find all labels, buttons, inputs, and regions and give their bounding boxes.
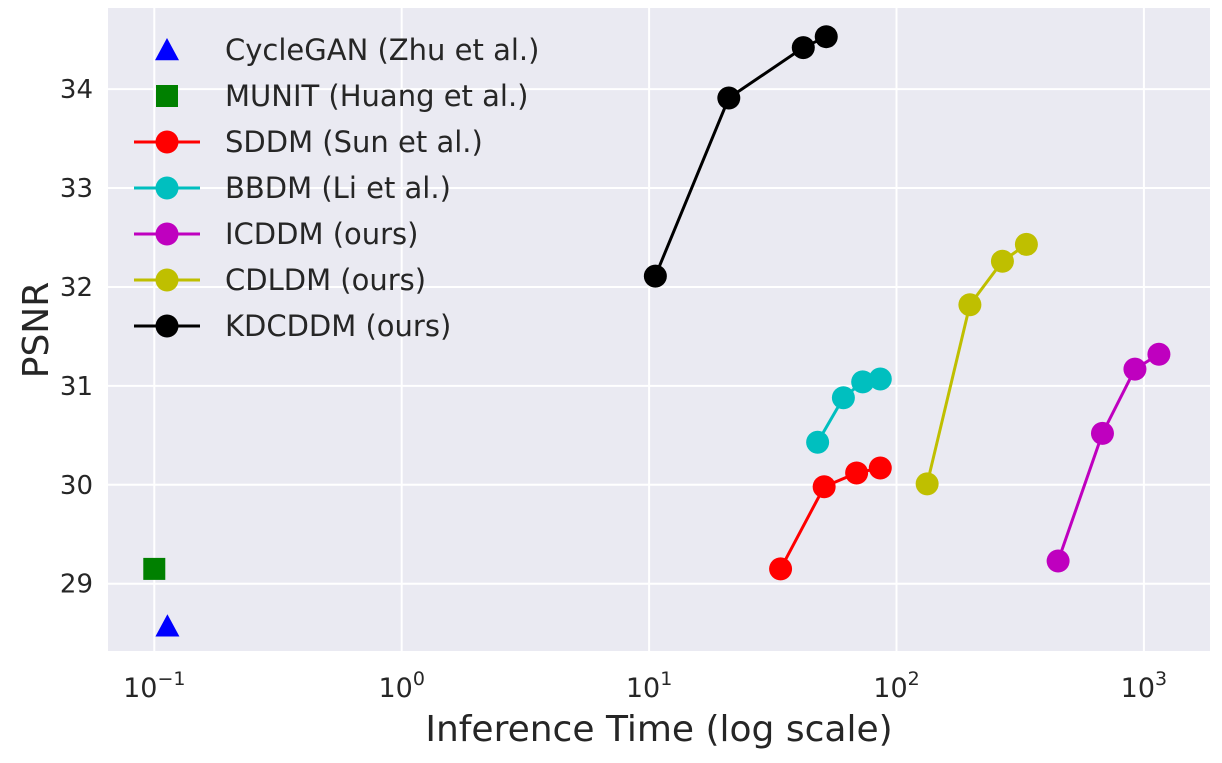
data-point — [143, 557, 166, 580]
x-tick-label: 100 — [378, 668, 424, 704]
x-tick-base: 10 — [378, 673, 412, 704]
series-group — [155, 614, 180, 637]
data-point — [717, 86, 741, 110]
x-tick-base: 10 — [1121, 673, 1155, 704]
legend-marker — [155, 130, 179, 154]
legend-label: BBDM (Li et al.) — [225, 171, 451, 205]
legend-label: KDCDDM (ours) — [225, 309, 451, 343]
x-tick-label: 103 — [1121, 668, 1167, 704]
data-point — [812, 475, 836, 499]
data-point — [958, 293, 982, 317]
data-point — [643, 264, 667, 288]
legend: CycleGAN (Zhu et al.) MUNIT (Huang et al.… — [134, 33, 539, 343]
plot-background — [108, 8, 1210, 651]
series-group — [806, 367, 892, 454]
data-point — [868, 367, 892, 391]
series-group — [915, 232, 1038, 496]
x-axis-label: Inference Time (log scale) — [425, 709, 892, 750]
x-tick-label: 102 — [873, 668, 919, 704]
series-group — [643, 25, 838, 288]
legend-marker — [156, 85, 178, 107]
series-line — [925, 243, 1028, 485]
x-tick-exponent: 2 — [908, 668, 920, 690]
series-line — [779, 466, 881, 570]
data-point — [1014, 232, 1038, 256]
series-group — [143, 557, 166, 580]
legend-item: SDDM (Sun et al.) — [134, 125, 483, 159]
data-point — [1147, 342, 1171, 366]
series-line — [1056, 352, 1160, 562]
data-point — [1046, 549, 1070, 573]
data-point — [1090, 421, 1114, 445]
data-point — [845, 461, 869, 485]
data-point — [1123, 357, 1147, 381]
legend-label: CDLDM (ours) — [225, 263, 426, 297]
legend-marker — [155, 222, 179, 246]
x-tick-exponent: 3 — [1155, 668, 1167, 690]
y-tick-label: 34 — [60, 75, 93, 105]
x-tick-exponent: 1 — [660, 668, 672, 690]
x-tick-label: 10−1 — [123, 668, 185, 704]
data-point — [831, 386, 855, 410]
data-point — [155, 614, 180, 637]
x-tick-base: 10 — [873, 673, 907, 704]
legend-item: KDCDDM (ours) — [134, 309, 451, 343]
series-layer — [143, 25, 1171, 637]
legend-label: MUNIT (Huang et al.) — [225, 79, 529, 113]
series-group — [769, 456, 892, 581]
y-tick-label: 30 — [60, 471, 93, 501]
x-tick-exponent: −1 — [157, 668, 185, 690]
data-point — [814, 25, 838, 49]
legend-item: CDLDM (ours) — [134, 263, 426, 297]
legend-item: BBDM (Li et al.) — [134, 171, 451, 205]
legend-item: MUNIT (Huang et al.) — [156, 79, 529, 113]
data-point — [851, 370, 875, 394]
series-line — [653, 35, 827, 277]
legend-item: CycleGAN (Zhu et al.) — [155, 33, 539, 67]
data-point — [806, 430, 830, 454]
data-point — [868, 456, 892, 480]
y-tick-label: 32 — [60, 273, 93, 303]
y-tick-label: 33 — [60, 174, 93, 204]
x-tick-exponent: 0 — [413, 668, 425, 690]
y-axis-label: PSNR — [16, 282, 57, 379]
y-tick-label: 31 — [60, 372, 93, 402]
data-point — [769, 557, 793, 581]
legend-label: ICDDM (ours) — [225, 217, 418, 251]
data-point — [915, 472, 939, 496]
data-point — [791, 36, 815, 60]
data-point — [990, 249, 1014, 273]
legend-item: ICDDM (ours) — [134, 217, 418, 251]
x-tick-base: 10 — [123, 673, 157, 704]
x-tick-base: 10 — [626, 673, 660, 704]
legend-label: CycleGAN (Zhu et al.) — [225, 33, 539, 67]
grid — [108, 8, 1210, 651]
legend-marker — [155, 314, 179, 338]
legend-label: SDDM (Sun et al.) — [225, 125, 483, 159]
series-group — [1046, 342, 1171, 573]
y-tick-label: 29 — [60, 570, 93, 600]
legend-marker — [155, 176, 179, 200]
legend-marker — [155, 268, 179, 292]
x-tick-label: 101 — [626, 668, 672, 704]
legend-marker — [155, 38, 179, 61]
